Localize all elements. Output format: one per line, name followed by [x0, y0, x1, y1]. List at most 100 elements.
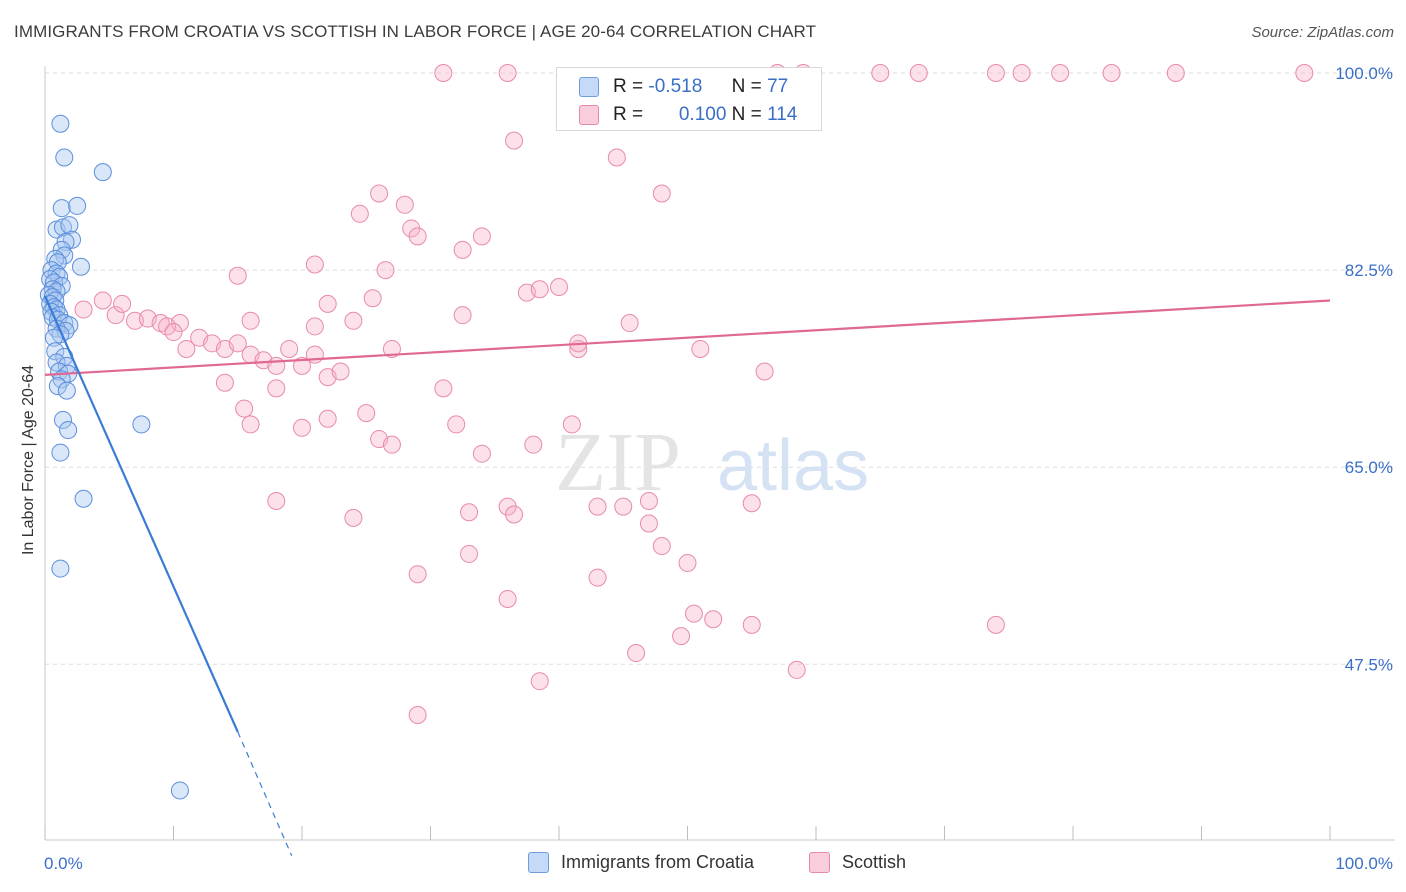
- scottish-point: [363, 289, 382, 308]
- scottish-legend-swatch: [809, 852, 830, 873]
- scottish-point: [639, 514, 658, 533]
- scottish-point: [293, 356, 311, 375]
- scottish-point: [382, 339, 401, 358]
- scottish-legend-label: Scottish: [842, 852, 907, 872]
- x-tick-label: 0.0%: [44, 854, 83, 873]
- scottish-point: [382, 435, 401, 454]
- scottish-point: [460, 503, 479, 522]
- scottish-point: [331, 362, 350, 381]
- scottish-point: [177, 339, 196, 358]
- scottish-point: [1102, 64, 1121, 83]
- croatia-legend-swatch: [528, 852, 549, 873]
- scottish-point: [74, 300, 93, 319]
- scottish-point: [505, 505, 524, 524]
- gridlines: [45, 72, 1395, 665]
- scottish-point: [434, 64, 453, 83]
- croatia-point: [60, 216, 79, 235]
- croatia-trend-extension: [237, 731, 293, 857]
- scottish-r-value: 0.100: [678, 104, 727, 125]
- croatia-point: [132, 415, 151, 434]
- scottish-point: [447, 415, 466, 434]
- scottish-point: [472, 227, 491, 246]
- scottish-point: [678, 553, 697, 572]
- scottish-point: [871, 64, 890, 83]
- scottish-point: [986, 64, 1005, 83]
- croatia-point: [59, 421, 78, 440]
- croatia-r-value: -0.518: [648, 76, 703, 97]
- scottish-point: [588, 497, 607, 516]
- n-label: N =: [731, 76, 762, 97]
- scottish-point: [106, 306, 125, 325]
- scottish-point: [350, 204, 369, 223]
- scottish-point: [376, 261, 395, 280]
- croatia-point: [68, 196, 87, 215]
- scottish-point: [1295, 64, 1314, 83]
- x-tick-label: 100.0%: [1335, 854, 1393, 873]
- scottish-point: [627, 644, 646, 663]
- scottish-point: [652, 537, 671, 556]
- croatia-point: [55, 148, 74, 167]
- scottish-point: [395, 195, 414, 214]
- croatia-point: [48, 377, 67, 396]
- scottish-point: [344, 311, 363, 330]
- scottish-point: [986, 615, 1005, 634]
- y-tick-label: 82.5%: [1345, 261, 1393, 280]
- croatia-trend-line: [43, 295, 239, 733]
- y-tick-label: 100.0%: [1335, 64, 1393, 83]
- chart-title: IMMIGRANTS FROM CROATIA VS SCOTTISH IN L…: [14, 22, 817, 41]
- scottish-point: [530, 280, 549, 299]
- scottish-point: [704, 610, 723, 629]
- croatia-point: [51, 114, 70, 133]
- scottish-point: [505, 131, 524, 150]
- scottish-point: [434, 379, 453, 398]
- scottish-point: [691, 339, 710, 358]
- scottish-point: [267, 491, 286, 510]
- scottish-point: [318, 409, 337, 428]
- scottish-trend-line: [44, 299, 1331, 376]
- scottish-point: [280, 339, 299, 358]
- scottish-point: [550, 278, 568, 297]
- scottish-point: [215, 373, 234, 392]
- r-label: R =: [613, 76, 644, 97]
- scottish-point: [498, 589, 517, 608]
- scottish-point: [672, 627, 691, 646]
- scottish-point: [228, 266, 247, 285]
- scottish-point: [453, 240, 472, 259]
- croatia-legend-label: Immigrants from Croatia: [561, 852, 755, 872]
- axes: [44, 66, 1395, 841]
- scottish-point: [652, 184, 671, 203]
- scottish-point: [742, 494, 761, 513]
- scottish-point: [588, 568, 607, 587]
- watermark: ZIP atlas: [555, 416, 869, 509]
- scottish-n-value: 114: [767, 104, 798, 125]
- scottish-point: [742, 615, 761, 634]
- scottish-point: [472, 444, 491, 463]
- scottish-point: [370, 184, 389, 203]
- scottish-points: [74, 64, 1314, 724]
- scottish-point: [460, 544, 479, 563]
- scottish-point: [1012, 64, 1031, 83]
- scottish-point: [787, 660, 806, 679]
- croatia-point: [53, 410, 72, 429]
- croatia-points: [39, 114, 189, 800]
- scottish-point: [305, 255, 324, 274]
- scottish-point: [408, 227, 427, 246]
- bottom-legend-scottish: Scottish: [809, 852, 906, 873]
- scottish-point: [113, 294, 132, 313]
- scottish-point: [755, 362, 774, 381]
- scottish-point: [453, 306, 472, 325]
- scottish-point: [164, 323, 183, 342]
- scottish-point: [241, 415, 260, 434]
- scottish-point: [408, 705, 427, 724]
- croatia-point: [51, 443, 70, 462]
- scottish-point: [267, 356, 286, 375]
- scottish-point: [909, 64, 928, 83]
- scottish-point: [620, 314, 639, 333]
- y-tick-label: 65.0%: [1345, 458, 1393, 477]
- croatia-swatch: [579, 77, 599, 97]
- scottish-point: [293, 418, 311, 437]
- croatia-point: [170, 781, 189, 800]
- scottish-point: [639, 491, 658, 510]
- legend-row-scottish: R = 0.100 N = 114: [579, 102, 797, 128]
